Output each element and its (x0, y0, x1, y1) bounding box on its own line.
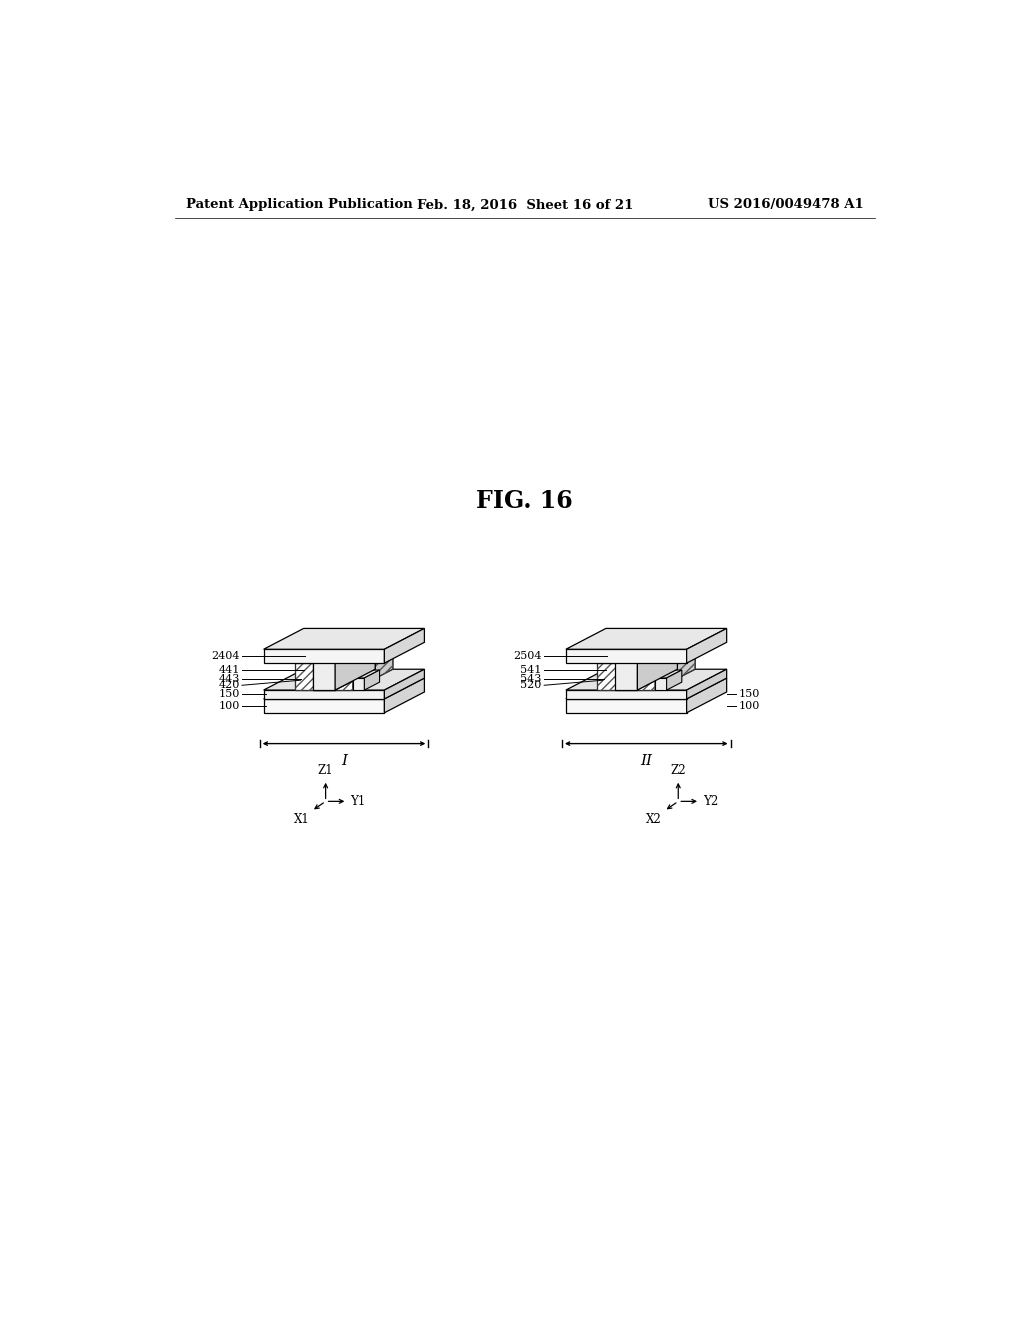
Text: II: II (640, 755, 652, 768)
Text: Feb. 18, 2016  Sheet 16 of 21: Feb. 18, 2016 Sheet 16 of 21 (417, 198, 633, 211)
Text: 2504: 2504 (513, 651, 542, 661)
Text: Y1: Y1 (350, 795, 366, 808)
Polygon shape (313, 657, 335, 690)
Text: 2404: 2404 (211, 651, 240, 661)
Polygon shape (566, 678, 727, 698)
Polygon shape (295, 643, 393, 663)
Text: FIG. 16: FIG. 16 (476, 490, 573, 513)
Polygon shape (615, 663, 637, 690)
Text: 150: 150 (738, 689, 760, 700)
Text: Patent Application Publication: Patent Application Publication (186, 198, 413, 211)
Text: X1: X1 (294, 813, 309, 826)
Polygon shape (615, 636, 678, 657)
Text: 420: 420 (218, 680, 240, 690)
Polygon shape (384, 628, 424, 663)
Polygon shape (263, 690, 384, 698)
Polygon shape (566, 690, 687, 698)
Polygon shape (263, 678, 424, 698)
Text: 543: 543 (520, 675, 542, 684)
Text: I: I (341, 755, 347, 768)
Polygon shape (313, 657, 335, 690)
Text: X2: X2 (646, 813, 662, 826)
Polygon shape (687, 669, 727, 698)
Text: 100: 100 (218, 701, 240, 711)
Text: 150: 150 (218, 689, 240, 700)
Polygon shape (667, 671, 682, 690)
Polygon shape (335, 643, 375, 690)
Polygon shape (365, 671, 380, 690)
Polygon shape (637, 636, 678, 690)
Polygon shape (353, 671, 380, 678)
Polygon shape (335, 636, 375, 690)
Polygon shape (597, 643, 695, 663)
Polygon shape (353, 678, 365, 690)
Polygon shape (313, 636, 375, 657)
Polygon shape (263, 669, 424, 690)
Polygon shape (566, 698, 687, 713)
Polygon shape (313, 643, 375, 663)
Polygon shape (263, 628, 424, 649)
Text: 441: 441 (218, 665, 240, 675)
Text: 443: 443 (218, 675, 240, 684)
Polygon shape (384, 669, 424, 698)
Polygon shape (655, 671, 682, 678)
Polygon shape (566, 628, 727, 649)
Polygon shape (655, 678, 667, 690)
Polygon shape (637, 643, 678, 690)
Polygon shape (313, 636, 375, 657)
Polygon shape (263, 698, 384, 713)
Polygon shape (313, 663, 335, 690)
Polygon shape (384, 678, 424, 713)
Text: 100: 100 (738, 701, 760, 711)
Text: 541: 541 (520, 665, 542, 675)
Polygon shape (615, 657, 637, 690)
Polygon shape (655, 643, 695, 690)
Polygon shape (263, 649, 384, 663)
Polygon shape (687, 678, 727, 713)
Polygon shape (353, 643, 393, 690)
Polygon shape (566, 669, 727, 690)
Text: 520: 520 (520, 680, 542, 690)
Polygon shape (687, 628, 727, 663)
Text: US 2016/0049478 A1: US 2016/0049478 A1 (709, 198, 864, 211)
Text: Z1: Z1 (317, 764, 334, 776)
Polygon shape (295, 663, 353, 690)
Text: Y2: Y2 (703, 795, 718, 808)
Text: Z2: Z2 (671, 764, 686, 776)
Polygon shape (566, 649, 687, 663)
Polygon shape (335, 636, 375, 690)
Polygon shape (597, 663, 655, 690)
Polygon shape (615, 643, 678, 663)
